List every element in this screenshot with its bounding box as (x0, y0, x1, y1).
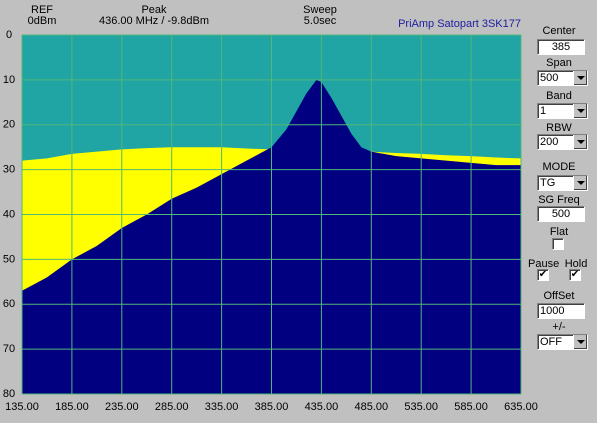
dropdown-button[interactable] (573, 176, 587, 190)
x-tick-label: 235.00 (105, 401, 139, 413)
dropdown-button[interactable] (573, 71, 587, 85)
span-value: 500 (540, 72, 559, 84)
ref-value: 0dBm (28, 15, 57, 27)
rbw-value: 200 (540, 136, 559, 148)
x-tick-label: 385.00 (255, 401, 289, 413)
center-label: Center (542, 25, 576, 37)
dropdown-button[interactable] (573, 135, 587, 149)
y-tick-label: 0 (6, 29, 12, 41)
hold-label: Hold (564, 258, 588, 270)
y-tick-label: 10 (3, 74, 15, 86)
sg-freq-input[interactable]: 500 (537, 206, 585, 222)
y-tick-label: 80 (3, 388, 15, 400)
y-tick-label: 30 (3, 164, 15, 176)
pause-label: Pause (528, 258, 560, 270)
x-tick-label: 135.00 (5, 401, 39, 413)
y-tick-label: 20 (3, 119, 15, 131)
y-tick-label: 60 (3, 298, 15, 310)
x-tick-label: 535.00 (404, 401, 438, 413)
rbw-label: RBW (546, 122, 572, 134)
mode-value: TG (540, 177, 556, 189)
device-name: PriAmp Satopart 3SK177 (398, 18, 521, 30)
x-tick-label: 335.00 (205, 401, 239, 413)
sign-value: OFF (540, 336, 562, 348)
peak-value: 436.00 MHz / -9.8dBm (99, 15, 209, 27)
y-tick-label: 40 (3, 208, 15, 220)
span-select[interactable]: 500 (537, 70, 588, 86)
mode-select[interactable]: TG (537, 175, 588, 191)
band-select[interactable]: 1 (537, 103, 588, 119)
offset-input[interactable]: 1000 (537, 303, 585, 319)
x-tick-label: 285.00 (155, 401, 189, 413)
rbw-select[interactable]: 200 (537, 134, 588, 150)
x-tick-label: 635.00 (504, 401, 538, 413)
y-tick-label: 70 (3, 343, 15, 355)
dropdown-button[interactable] (573, 335, 587, 349)
x-tick-label: 185.00 (55, 401, 89, 413)
sweep-label: Sweep (303, 4, 337, 16)
x-tick-label: 585.00 (454, 401, 488, 413)
x-tick-label: 435.00 (305, 401, 339, 413)
flat-label: Flat (549, 226, 569, 238)
peak-label: Peak (141, 4, 167, 16)
sign-select[interactable]: OFF (537, 334, 588, 350)
band-value: 1 (540, 105, 547, 117)
y-tick-label: 50 (3, 253, 15, 265)
mode-label: MODE (542, 161, 576, 173)
band-label: Band (546, 90, 572, 102)
sweep-value: 5.0sec (304, 15, 337, 27)
hold-checkbox[interactable]: ✔ (569, 269, 581, 281)
center-input[interactable]: 385 (537, 39, 585, 55)
offset-label: OffSet (543, 290, 575, 302)
flat-checkbox[interactable] (552, 238, 564, 250)
dropdown-button[interactable] (573, 104, 587, 118)
pause-checkbox[interactable]: ✔ (537, 269, 549, 281)
ref-label: REF (31, 4, 53, 16)
sg-freq-label: SG Freq (538, 194, 580, 206)
span-label: Span (546, 57, 572, 69)
x-tick-label: 485.00 (354, 401, 388, 413)
sign-label: +/- (552, 321, 566, 333)
